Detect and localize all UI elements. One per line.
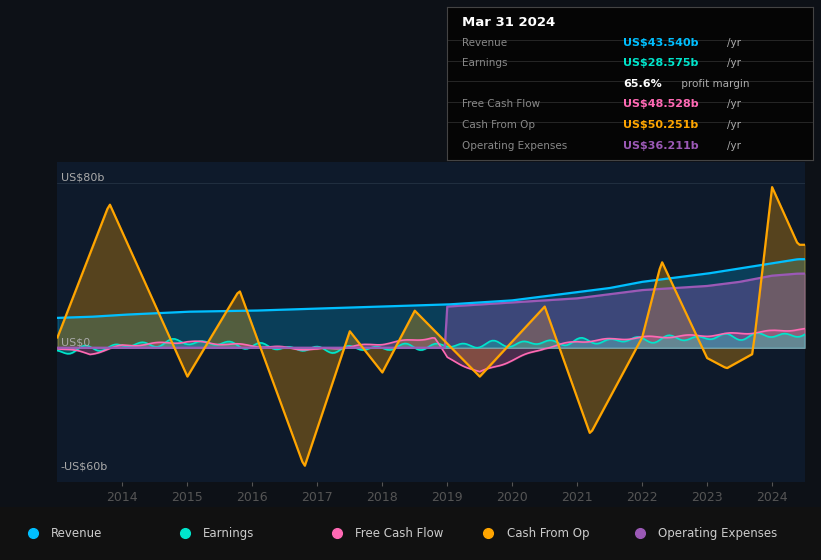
Text: 65.6%: 65.6% [623, 79, 662, 89]
Text: profit margin: profit margin [677, 79, 749, 89]
Text: /yr: /yr [727, 141, 741, 151]
Text: Mar 31 2024: Mar 31 2024 [462, 16, 555, 30]
Text: Revenue: Revenue [462, 38, 507, 48]
Text: US$43.540b: US$43.540b [623, 38, 699, 48]
Text: Earnings: Earnings [462, 58, 507, 68]
Text: Cash From Op: Cash From Op [507, 527, 589, 540]
Text: Operating Expenses: Operating Expenses [658, 527, 777, 540]
Text: US$80b: US$80b [61, 173, 104, 183]
Text: Cash From Op: Cash From Op [462, 120, 535, 130]
Text: US$50.251b: US$50.251b [623, 120, 698, 130]
Text: Free Cash Flow: Free Cash Flow [462, 100, 540, 109]
Text: /yr: /yr [727, 58, 741, 68]
Text: /yr: /yr [727, 100, 741, 109]
Text: /yr: /yr [727, 120, 741, 130]
Text: Earnings: Earnings [203, 527, 255, 540]
Text: Operating Expenses: Operating Expenses [462, 141, 567, 151]
Text: US$48.528b: US$48.528b [623, 100, 699, 109]
Text: US$36.211b: US$36.211b [623, 141, 699, 151]
Text: US$0: US$0 [61, 338, 90, 348]
Text: /yr: /yr [727, 38, 741, 48]
Text: Free Cash Flow: Free Cash Flow [355, 527, 443, 540]
Text: -US$60b: -US$60b [61, 461, 108, 472]
Text: US$28.575b: US$28.575b [623, 58, 698, 68]
Text: Revenue: Revenue [51, 527, 103, 540]
